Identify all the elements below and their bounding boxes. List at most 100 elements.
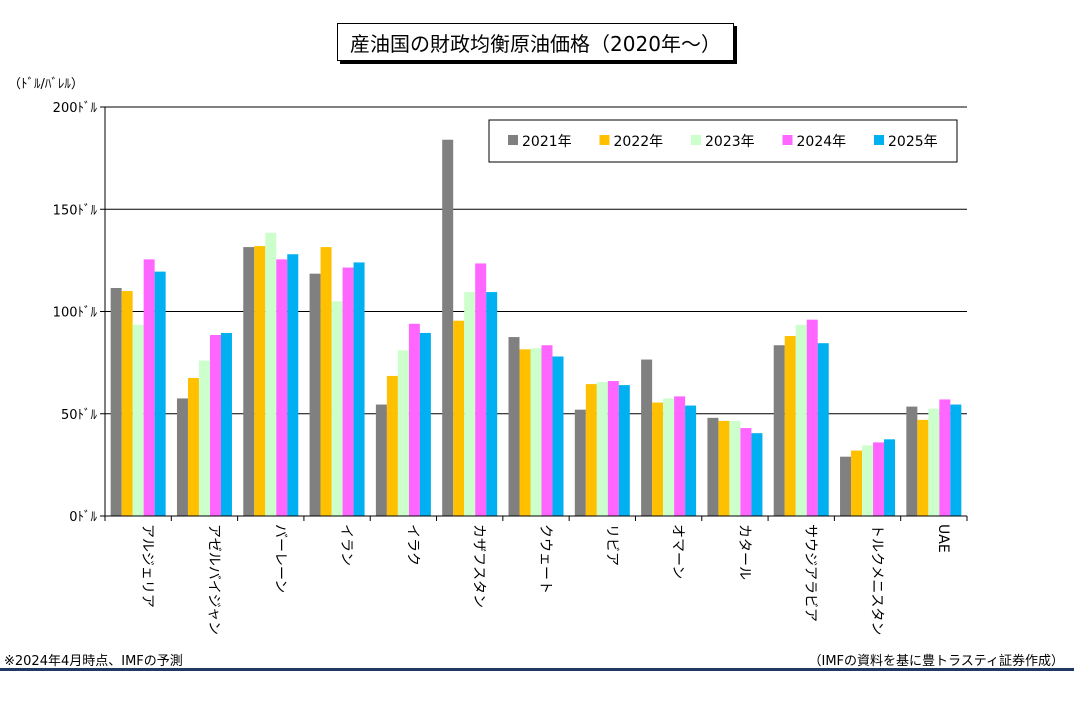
category-label: カザフスタン [471, 524, 487, 608]
bar [740, 428, 752, 516]
y-tick-label: 50ﾄﾞﾙ [61, 408, 98, 423]
legend-swatch [874, 135, 884, 145]
bar [618, 385, 630, 516]
bar [265, 232, 277, 516]
bar [552, 356, 564, 516]
bar [220, 332, 232, 516]
y-tick-label: 200ﾄﾞﾙ [53, 101, 98, 116]
y-tick-labels: 0ﾄﾞﾙ 50ﾄﾞﾙ 100ﾄﾞﾙ 150ﾄﾞﾙ 200ﾄﾞﾙ [53, 101, 98, 525]
bar [198, 360, 210, 516]
bar [375, 404, 387, 516]
bar [674, 396, 686, 516]
category-label: UAE [935, 524, 951, 553]
bar [663, 398, 675, 516]
bar [817, 343, 829, 516]
bar [795, 324, 807, 516]
legend-swatch [782, 135, 793, 145]
bar [132, 324, 144, 516]
bar [773, 345, 785, 516]
category-labels: アルジェリア アゼルバイジャン バーレーン イラン イラク カザフスタン クウェート リビア オ… [139, 524, 951, 635]
category-label: リビア [603, 524, 619, 566]
bar [519, 349, 531, 516]
bar [453, 320, 465, 516]
bar [585, 384, 597, 516]
category-label: アゼルバイジャン [205, 524, 221, 635]
bar [154, 271, 166, 516]
bar [276, 259, 288, 516]
legend: 2021年 2022年 2023年 2024年 2025年 [488, 119, 958, 163]
bar [574, 409, 586, 516]
bar [309, 273, 321, 516]
category-label: クウェート [537, 524, 553, 594]
category-label: バーレーン [272, 524, 288, 593]
bar [331, 301, 343, 516]
bar [652, 402, 664, 516]
bar [176, 398, 188, 516]
bar [486, 292, 498, 516]
bar [707, 417, 719, 516]
bar [254, 246, 266, 516]
legend-swatch [508, 135, 518, 145]
bar [442, 139, 454, 516]
legend-label: 2023年 [705, 134, 755, 150]
legend-swatch [599, 135, 610, 145]
bar [917, 419, 929, 516]
category-label: カタール [736, 524, 752, 580]
bar [851, 450, 863, 516]
bar [143, 259, 155, 516]
bar [530, 348, 542, 516]
bar [121, 291, 133, 516]
bars [110, 139, 962, 517]
legend-label: 2025年 [888, 134, 938, 150]
bar [419, 332, 431, 516]
bar [110, 287, 122, 516]
bar [386, 375, 398, 516]
legend-label: 2021年 [522, 134, 572, 150]
bar [342, 267, 354, 516]
bar [464, 292, 476, 516]
bar [806, 319, 818, 516]
bar [209, 335, 221, 516]
bar [950, 404, 962, 516]
bar [928, 408, 940, 516]
legend-swatch [691, 135, 701, 145]
bar [475, 263, 487, 516]
category-label: イラク [404, 524, 420, 566]
bar [596, 382, 608, 516]
bar [541, 345, 553, 516]
bar [751, 433, 763, 516]
bar [862, 445, 874, 516]
bar [873, 442, 885, 516]
bar [641, 359, 653, 516]
y-tick-label: 150ﾄﾞﾙ [53, 203, 98, 218]
category-label: サウジアラビア [802, 524, 818, 622]
category-label: アルジェリア [139, 524, 155, 608]
legend-label: 2022年 [614, 134, 664, 150]
bar [187, 377, 199, 516]
footnote: ※2024年4月時点、IMFの予測 [4, 654, 183, 669]
bar [906, 406, 918, 516]
chart-title: 産油国の財政均衡原油価格（2020年～） [337, 23, 734, 61]
legend-label: 2024年 [797, 134, 847, 150]
bar [243, 247, 255, 516]
bottom-divider [0, 668, 1074, 671]
y-axis-unit-label: （ﾄﾞﾙ/ﾊﾞﾚﾙ） [8, 77, 84, 92]
source-note: （IMFの資料を基に豊トラスティ証券作成） [808, 654, 1065, 669]
bar [784, 336, 796, 516]
bar [607, 381, 619, 516]
bar [884, 439, 896, 516]
y-tick-label: 0ﾄﾞﾙ [69, 510, 97, 525]
bar [508, 337, 520, 516]
category-label: トルクメニスタン [869, 524, 885, 635]
bar [397, 350, 409, 516]
bar [408, 323, 420, 516]
bar [320, 247, 332, 516]
axes [104, 107, 968, 521]
bar [287, 254, 299, 517]
bar [729, 420, 741, 516]
bar [939, 399, 951, 516]
y-tick-label: 100ﾄﾞﾙ [53, 306, 98, 321]
bar [840, 456, 852, 516]
bar [718, 420, 730, 516]
